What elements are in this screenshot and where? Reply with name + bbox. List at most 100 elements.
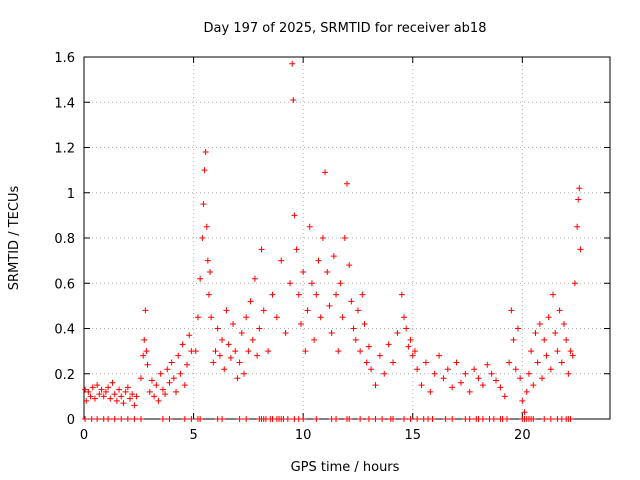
x-axis-label: GPS time / hours xyxy=(291,460,400,475)
data-point xyxy=(105,384,112,391)
data-point xyxy=(293,246,300,253)
data-point xyxy=(214,325,221,332)
data-point xyxy=(390,416,397,422)
data-point xyxy=(232,348,239,355)
data-point xyxy=(381,370,388,377)
data-point xyxy=(547,416,554,422)
data-point xyxy=(146,388,153,395)
data-point xyxy=(541,416,548,422)
data-point xyxy=(409,352,416,359)
data-point xyxy=(153,382,160,389)
data-point xyxy=(243,314,250,321)
data-point xyxy=(523,388,530,395)
data-point xyxy=(541,336,548,343)
data-point xyxy=(205,291,212,298)
data-point xyxy=(197,416,204,422)
data-point xyxy=(131,416,138,422)
data-point xyxy=(83,397,90,404)
y-tick-label: 0.2 xyxy=(54,368,75,383)
data-point xyxy=(207,268,214,275)
data-point xyxy=(311,336,318,343)
data-point xyxy=(82,416,89,422)
data-point xyxy=(175,352,182,359)
data-point xyxy=(258,246,265,253)
data-point xyxy=(181,382,188,389)
data-point xyxy=(372,382,379,389)
data-point xyxy=(141,336,148,343)
data-point xyxy=(444,366,451,373)
data-point xyxy=(510,336,517,343)
data-point xyxy=(142,307,149,314)
data-point xyxy=(236,359,243,366)
data-point xyxy=(577,246,584,253)
grid xyxy=(84,57,610,419)
data-point xyxy=(230,320,237,327)
data-point xyxy=(319,235,326,241)
data-point xyxy=(436,352,443,359)
data-point xyxy=(488,370,495,377)
data-point xyxy=(543,352,550,359)
x-tick-label: 10 xyxy=(295,428,312,443)
data-point xyxy=(440,375,447,382)
data-point xyxy=(254,352,261,359)
data-point xyxy=(260,307,267,314)
data-point xyxy=(407,416,414,422)
data-point xyxy=(113,397,120,404)
data-point xyxy=(532,330,539,337)
data-point xyxy=(308,280,315,287)
data-point xyxy=(357,348,364,355)
data-point xyxy=(204,257,211,264)
data-point xyxy=(164,366,171,373)
data-point xyxy=(85,388,92,395)
data-point xyxy=(552,330,559,337)
data-point xyxy=(300,268,307,275)
data-point xyxy=(545,314,552,321)
data-point xyxy=(493,377,500,384)
y-tick-label: 0.6 xyxy=(54,277,75,292)
data-point xyxy=(333,416,340,422)
data-point xyxy=(137,375,144,382)
data-point xyxy=(348,298,355,305)
data-point xyxy=(462,370,469,377)
data-point xyxy=(411,348,418,355)
x-tick-labels: 0 5 10 15 20 xyxy=(80,428,531,443)
data-point xyxy=(247,298,254,305)
data-point xyxy=(528,348,535,355)
data-point xyxy=(127,395,134,402)
data-point xyxy=(558,359,565,366)
data-point xyxy=(133,393,140,400)
data-point xyxy=(368,366,375,373)
data-point xyxy=(124,384,131,391)
data-point xyxy=(453,359,460,366)
data-point xyxy=(403,325,410,332)
y-tick-label: 1.4 xyxy=(54,96,75,111)
data-point xyxy=(203,223,210,230)
data-point xyxy=(102,388,109,395)
data-point xyxy=(394,330,401,337)
data-point xyxy=(479,416,486,422)
data-point xyxy=(199,235,206,241)
data-point xyxy=(324,268,331,275)
data-point xyxy=(471,366,478,373)
data-point xyxy=(333,291,340,298)
data-point xyxy=(188,416,195,422)
data-point xyxy=(475,375,482,382)
data-point xyxy=(143,348,150,355)
data-point xyxy=(168,359,175,366)
data-point xyxy=(120,400,127,407)
data-point xyxy=(339,314,346,321)
data-point xyxy=(376,352,383,359)
data-point xyxy=(216,352,223,359)
data-point xyxy=(567,416,574,422)
data-point xyxy=(385,341,392,348)
data-point xyxy=(350,325,357,332)
data-point xyxy=(197,275,204,282)
data-point xyxy=(359,291,366,298)
data-point xyxy=(202,149,209,156)
data-point xyxy=(238,330,245,337)
y-tick-label: 0.4 xyxy=(54,323,75,338)
data-point xyxy=(466,416,473,422)
x-tick-label: 5 xyxy=(189,428,197,443)
data-point xyxy=(414,416,421,422)
